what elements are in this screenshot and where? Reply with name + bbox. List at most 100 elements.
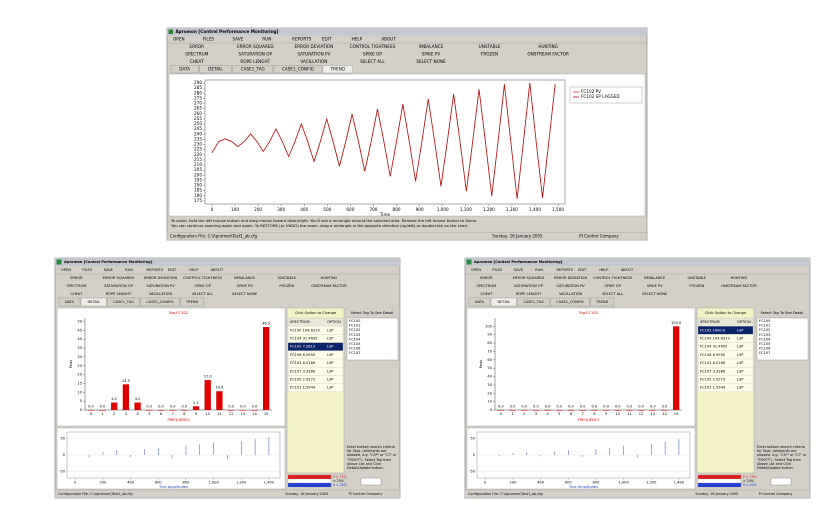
tag-item[interactable]: FC107 (349, 351, 360, 355)
tab-label[interactable]: TREND (595, 300, 609, 304)
tab-label[interactable]: DATA (65, 300, 75, 304)
toolbar-button[interactable]: SPECTRUM (185, 51, 208, 56)
search-input[interactable] (770, 477, 792, 486)
toolbar-button[interactable]: UNSTABLE (687, 276, 706, 280)
tab-label[interactable]: DATA (475, 300, 485, 304)
table-cell[interactable]: LSP (737, 353, 744, 357)
tag-item[interactable]: FC103 (349, 333, 360, 337)
toolbar-button[interactable]: SPECTRUM (67, 284, 87, 288)
menu-item[interactable]: SAVE (104, 268, 114, 272)
menu-item[interactable]: RUN (125, 268, 133, 272)
menu-item[interactable]: ABOUT (211, 268, 224, 272)
table-cell[interactable]: LSP (737, 369, 744, 373)
tab-label[interactable]: DETAIL (497, 300, 509, 304)
tab[interactable] (468, 297, 491, 307)
toolbar-button[interactable]: UNSTABLE (479, 44, 501, 49)
menu-item[interactable]: REPORTS (292, 36, 312, 41)
toolbar-button[interactable]: HUNTING (538, 44, 558, 49)
tab[interactable] (80, 297, 107, 307)
table-cell[interactable]: LSP (327, 337, 334, 341)
tab[interactable] (490, 297, 517, 307)
toolbar-button[interactable]: SATURATION OP (104, 284, 134, 288)
menu-item[interactable]: ABOUT (381, 36, 396, 41)
tab[interactable] (322, 65, 353, 74)
table-cell[interactable]: LSP (327, 361, 334, 365)
toolbar-button[interactable]: ROPE LENGHT (516, 292, 542, 296)
tab-label[interactable]: CASE1_TAG (113, 300, 134, 304)
toolbar-button[interactable]: ERROR DEVIATION (295, 44, 334, 49)
table-cell[interactable]: FC107 3.3386 (700, 369, 726, 373)
tag-item[interactable]: FC105 (759, 342, 770, 346)
table-cell[interactable]: FC102 7.2813 (290, 345, 315, 349)
table-cell[interactable]: FC100 104.6319 (290, 328, 320, 332)
toolbar-button[interactable]: HUNTING (731, 276, 748, 280)
table-cell[interactable]: FC102 1000.0 (700, 328, 726, 332)
table-cell[interactable]: FC100 104.6319 (700, 337, 730, 341)
menu-item[interactable]: RUN (262, 36, 271, 41)
menu-item[interactable]: SAVE (233, 36, 244, 41)
toolbar-button[interactable]: IMBALANCE (644, 276, 666, 280)
toolbar-button[interactable]: SPIKE PV (647, 284, 663, 288)
tab-label[interactable]: DETAIL (208, 66, 223, 71)
table-cell[interactable]: FC104 31.4605 (290, 337, 317, 341)
tag-item[interactable]: FC102 (759, 328, 770, 332)
menu-item[interactable]: HELP (189, 268, 199, 272)
table-cell[interactable]: FC105 2.9273 (290, 378, 315, 382)
table-cell[interactable]: LSP (327, 328, 334, 332)
toolbar-button[interactable]: IMBALANCE (234, 276, 256, 280)
toolbar-button[interactable]: IMBALANCE (419, 44, 444, 49)
table-cell[interactable]: FC103 6.0166 (290, 361, 316, 365)
toolbar-button[interactable]: SPIKE OP (605, 284, 622, 288)
menu-item[interactable]: OPEN (173, 36, 185, 41)
toolbar-button[interactable]: SELECT NONE (642, 292, 668, 296)
tag-item[interactable]: FC100 (349, 319, 361, 323)
toolbar-button[interactable]: HUNTING (321, 276, 338, 280)
table-cell[interactable]: LSP (737, 386, 744, 390)
tab-label[interactable]: CASE1_CONFIG (146, 300, 174, 304)
menu-item[interactable]: EDIT (322, 36, 332, 41)
toolbar-button[interactable]: FROZEN (279, 284, 294, 288)
table-cell[interactable]: FC103 6.0166 (700, 361, 726, 365)
tag-item[interactable]: FC103 (759, 333, 770, 337)
toolbar-button[interactable]: VACILLATION (300, 59, 327, 64)
table-cell[interactable]: LSP (327, 345, 334, 349)
tab[interactable] (273, 65, 323, 74)
toolbar-button[interactable]: ROPE LENGHT (240, 59, 270, 64)
toolbar-button[interactable]: SPIKE OP (363, 51, 382, 56)
tab-label[interactable]: CASE1_TAG (241, 66, 265, 71)
table-cell[interactable]: FC106 6.9950 (290, 353, 316, 357)
tab-label[interactable]: CASE1_CONFIG (556, 300, 584, 304)
toolbar-button[interactable]: ERROR SQUARED (513, 276, 545, 280)
toolbar-button[interactable]: SPECTRUM (477, 284, 497, 288)
tab[interactable] (199, 65, 232, 74)
tab[interactable] (517, 297, 550, 307)
table-cell[interactable]: LSP (327, 386, 334, 390)
toolbar-button[interactable]: SATURATION PV (146, 284, 175, 288)
tab[interactable] (107, 297, 140, 307)
toolbar-button[interactable]: ERROR SQUARED (103, 276, 135, 280)
toolbar-button[interactable]: SATURATION OP (239, 51, 273, 56)
table-cell[interactable]: LSP (327, 378, 334, 382)
tag-item[interactable]: FC101 (759, 324, 770, 328)
tab[interactable] (140, 297, 180, 307)
tag-item[interactable]: FC104 (759, 337, 771, 341)
table-cell[interactable]: LSP (737, 378, 744, 382)
menu-item[interactable]: OPEN (471, 268, 481, 272)
tab-label[interactable]: DETAIL (87, 300, 99, 304)
tag-item[interactable]: FC107 (759, 351, 770, 355)
menu-item[interactable]: REPORTS (557, 268, 574, 272)
menu-item[interactable]: REPORTS (147, 268, 164, 272)
table-cell[interactable]: LSP (737, 345, 744, 349)
toolbar-button[interactable]: UNSTABLE (277, 276, 296, 280)
toolbar-button[interactable]: CHEAT (190, 59, 204, 64)
menu-item[interactable]: OPEN (61, 268, 71, 272)
toolbar-button[interactable]: SELECT NONE (416, 59, 446, 64)
tag-item[interactable]: FC104 (349, 337, 361, 341)
toolbar-button[interactable]: VACILLATION (149, 292, 173, 296)
toolbar-button[interactable]: SATURATION PV (556, 284, 585, 288)
tag-item[interactable]: FC102 (349, 328, 360, 332)
table-cell[interactable]: FC104 31.4605 (700, 345, 727, 349)
tag-item[interactable]: FC100 (759, 319, 771, 323)
toolbar-button[interactable]: CONTROL TIGHTNESS (183, 276, 223, 280)
toolbar-button[interactable]: ONSTREAM FACTOR (721, 284, 757, 288)
